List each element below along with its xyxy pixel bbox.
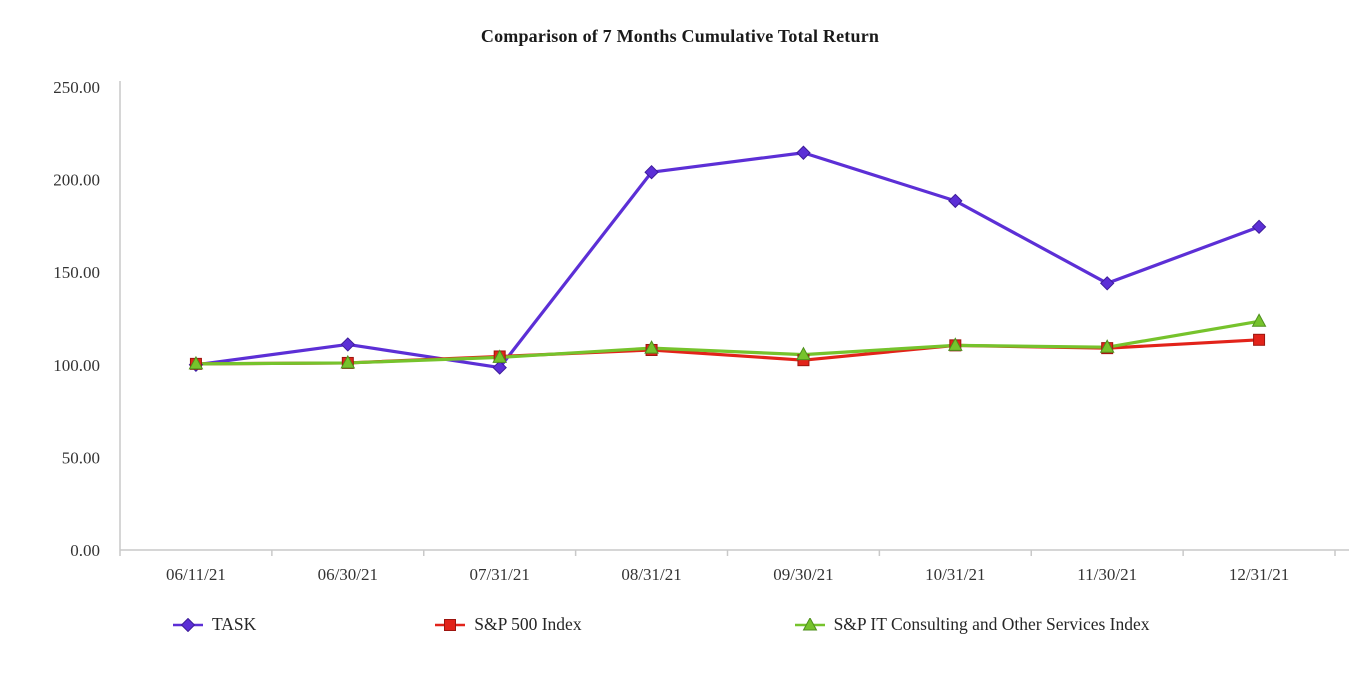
svg-text:250.00: 250.00	[53, 78, 100, 97]
line-chart: 0.00 50.00 100.00 150.00 200.00 250.00 06/11/2…	[53, 78, 1349, 584]
chart-title: Comparison of 7 Months Cumulative Total …	[480, 26, 880, 46]
svg-text:200.00: 200.00	[53, 171, 100, 190]
legend-label-task: TASK	[212, 614, 257, 634]
legend-item-spit: S&P IT Consulting and Other Services Ind…	[794, 614, 1150, 635]
svg-text:09/30/21: 09/30/21	[773, 565, 833, 584]
svg-text:0.00: 0.00	[70, 541, 100, 560]
legend-item-sp500: S&P 500 Index	[434, 614, 582, 635]
svg-text:10/31/21: 10/31/21	[925, 565, 985, 584]
svg-text:12/31/21: 12/31/21	[1229, 565, 1289, 584]
svg-text:11/30/21: 11/30/21	[1077, 565, 1137, 584]
svg-text:06/11/21: 06/11/21	[166, 565, 226, 584]
svg-text:150.00: 150.00	[53, 263, 100, 282]
legend-label-spit: S&P IT Consulting and Other Services Ind…	[833, 614, 1150, 634]
svg-text:06/30/21: 06/30/21	[318, 565, 378, 584]
square-marker-icon	[434, 618, 466, 632]
legend-item-task: TASK	[172, 614, 256, 635]
svg-text:08/31/21: 08/31/21	[621, 565, 681, 584]
legend-label-sp500: S&P 500 Index	[474, 614, 582, 634]
legend: TASK S&P 500 Index S&P IT Consulting and…	[0, 614, 1360, 635]
svg-text:07/31/21: 07/31/21	[469, 565, 529, 584]
svg-text:50.00: 50.00	[62, 448, 100, 467]
triangle-marker-icon	[794, 617, 826, 632]
diamond-marker-icon	[172, 617, 204, 632]
svg-text:100.00: 100.00	[53, 356, 100, 375]
